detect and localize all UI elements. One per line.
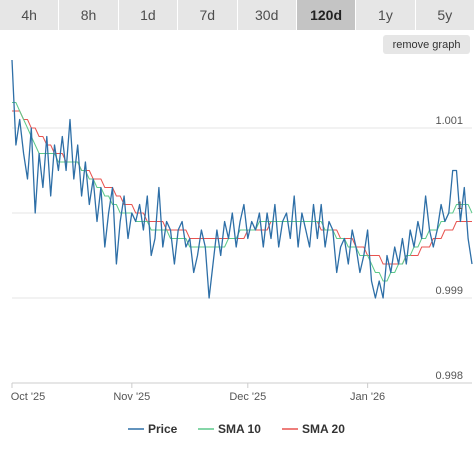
tab-120d[interactable]: 120d (296, 0, 356, 30)
tab-1d[interactable]: 1d (118, 0, 178, 30)
y-tick-label: 0.998 (435, 370, 463, 382)
tab-1y[interactable]: 1y (356, 0, 415, 30)
tab-7d[interactable]: 7d (178, 0, 237, 30)
chart-grid (12, 127, 472, 384)
timeframe-tabs: 4h 8h 1d 7d 30d 120d 1y 5y (0, 0, 474, 30)
y-tick-label: 1 (457, 200, 463, 212)
tab-8h[interactable]: 8h (59, 0, 118, 30)
y-tick-label: 0.999 (435, 285, 463, 297)
series-line-sma-10 (12, 102, 473, 282)
legend-item-label[interactable]: Price (148, 422, 178, 436)
legend-item-label[interactable]: SMA 10 (218, 422, 261, 436)
chart-axes: 1.001 1 0.999 0.998 Oct '25 Nov '25 Dec '25 Jan… (11, 115, 472, 403)
y-tick-label: 1.001 (435, 115, 463, 127)
tab-5y[interactable]: 5y (415, 0, 474, 30)
x-tick-label: Dec '25 (229, 391, 266, 403)
remove-graph-button[interactable]: remove graph (383, 35, 470, 54)
chart-legend: Price SMA 10 SMA 20 (128, 422, 345, 436)
x-tick-label: Jan '26 (350, 391, 385, 403)
tab-30d[interactable]: 30d (237, 0, 296, 30)
x-tick-label: Nov '25 (113, 391, 150, 403)
tab-4h[interactable]: 4h (0, 0, 59, 30)
chart-series (11, 59, 473, 299)
legend-item-label[interactable]: SMA 20 (302, 422, 345, 436)
series-line-price (11, 59, 473, 299)
series-line-sma-20 (12, 110, 472, 265)
x-tick-label: Oct '25 (11, 391, 46, 403)
